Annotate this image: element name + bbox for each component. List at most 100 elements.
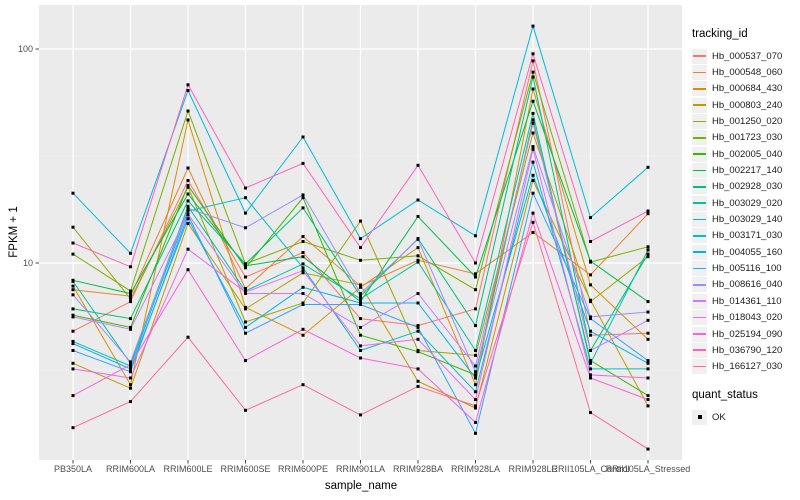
legend-item-label: Hb_001723_030: [712, 132, 783, 144]
data-point: [359, 317, 362, 321]
data-point: [589, 317, 592, 321]
legend-key-line: [693, 333, 706, 335]
data-point: [129, 360, 132, 364]
data-point: [646, 209, 650, 213]
data-point: [359, 297, 362, 301]
legend-key-line: [693, 218, 706, 221]
data-point: [71, 284, 75, 288]
data-point: [359, 237, 362, 241]
data-point: [244, 325, 247, 329]
legend-item: Hb_000684_430: [692, 81, 798, 97]
legend-item: Hb_000803_240: [692, 97, 798, 113]
data-point: [301, 235, 305, 238]
legend-item-label: Hb_166127_030: [712, 361, 783, 373]
legend-item-label: Hb_000684_430: [712, 83, 783, 95]
x-tick-label: RRIM928LE: [508, 464, 557, 474]
legend-item-label: Hb_008616_040: [712, 279, 783, 291]
legend-key-line: [693, 349, 706, 352]
data-point: [129, 400, 132, 404]
data-point: [359, 285, 362, 289]
data-point: [244, 290, 247, 294]
data-point: [416, 379, 420, 383]
data-point: [646, 447, 650, 451]
data-point: [301, 266, 305, 270]
data-point: [589, 273, 592, 277]
data-point: [186, 222, 190, 225]
legend-item-label: Hb_014361_110: [712, 295, 782, 307]
data-point: [186, 109, 190, 113]
data-point: [646, 212, 650, 216]
legend-key-line: [693, 365, 706, 368]
data-point: [186, 118, 190, 122]
data-point: [531, 145, 535, 149]
data-point: [589, 329, 592, 333]
data-point: [474, 324, 477, 328]
data-point: [589, 411, 592, 415]
data-point: [416, 350, 420, 354]
data-point: [416, 237, 420, 241]
legend-key: [692, 277, 707, 293]
data-point: [531, 118, 535, 122]
data-point: [589, 315, 592, 319]
data-point: [646, 337, 650, 341]
data-point: [359, 292, 362, 295]
data-point: [474, 307, 477, 311]
legend-item: Hb_036790_120: [692, 342, 798, 358]
legend-item: Hb_025194_090: [692, 326, 798, 342]
data-point: [186, 206, 190, 210]
x-tick-label: PB350LA: [54, 464, 92, 474]
legend-item: Hb_014361_110: [692, 293, 798, 309]
data-point: [129, 289, 132, 293]
legend-item: Hb_018043_020: [692, 310, 798, 326]
data-point: [589, 283, 592, 287]
data-point: [416, 324, 420, 328]
data-point: [301, 262, 305, 266]
data-point: [531, 131, 535, 135]
data-point: [71, 293, 75, 297]
data-point: [129, 325, 132, 329]
data-point: [301, 269, 305, 273]
legend-key: [692, 179, 707, 195]
legend-key: [692, 114, 707, 130]
data-point: [646, 331, 650, 335]
data-point: [589, 367, 592, 371]
data-point: [589, 216, 592, 220]
data-point: [359, 294, 362, 298]
data-point: [474, 349, 477, 352]
legend-item-label: Hb_001250_020: [712, 116, 783, 128]
data-point: [474, 420, 477, 424]
legend-item: Hb_000548_060: [692, 64, 798, 81]
data-point: [646, 165, 650, 169]
data-point: [301, 271, 305, 275]
legend-item-label: Hb_002217_140: [712, 165, 783, 177]
data-point: [646, 255, 650, 259]
legend-key-line: [693, 251, 706, 254]
data-point: [244, 196, 247, 200]
legend-item: Hb_003029_020: [692, 195, 798, 211]
data-point: [244, 262, 247, 266]
legend-key-line: [693, 55, 706, 57]
data-point: [359, 333, 362, 337]
data-point: [646, 398, 650, 402]
data-point: [129, 363, 132, 367]
legend-key-line: [693, 186, 706, 188]
data-point: [531, 24, 535, 28]
legend-key-quant-ok: [692, 409, 707, 425]
legend-item-label: Hb_002928_030: [712, 181, 783, 193]
data-point: [589, 359, 592, 363]
data-point: [129, 383, 132, 387]
legend-key: [692, 48, 707, 64]
data-point: [531, 111, 535, 115]
data-point: [301, 383, 305, 387]
data-point: [416, 258, 420, 262]
data-point: [589, 361, 592, 365]
data-point: [129, 294, 132, 298]
data-point: [474, 370, 477, 374]
legend-item-label: OK: [712, 411, 726, 423]
data-point: [646, 245, 650, 249]
data-point: [416, 292, 420, 295]
legend-key-line: [693, 153, 706, 156]
data-point: [244, 331, 247, 335]
legend-key: [692, 310, 707, 326]
x-tick-label: RRIM600SE: [220, 464, 270, 474]
